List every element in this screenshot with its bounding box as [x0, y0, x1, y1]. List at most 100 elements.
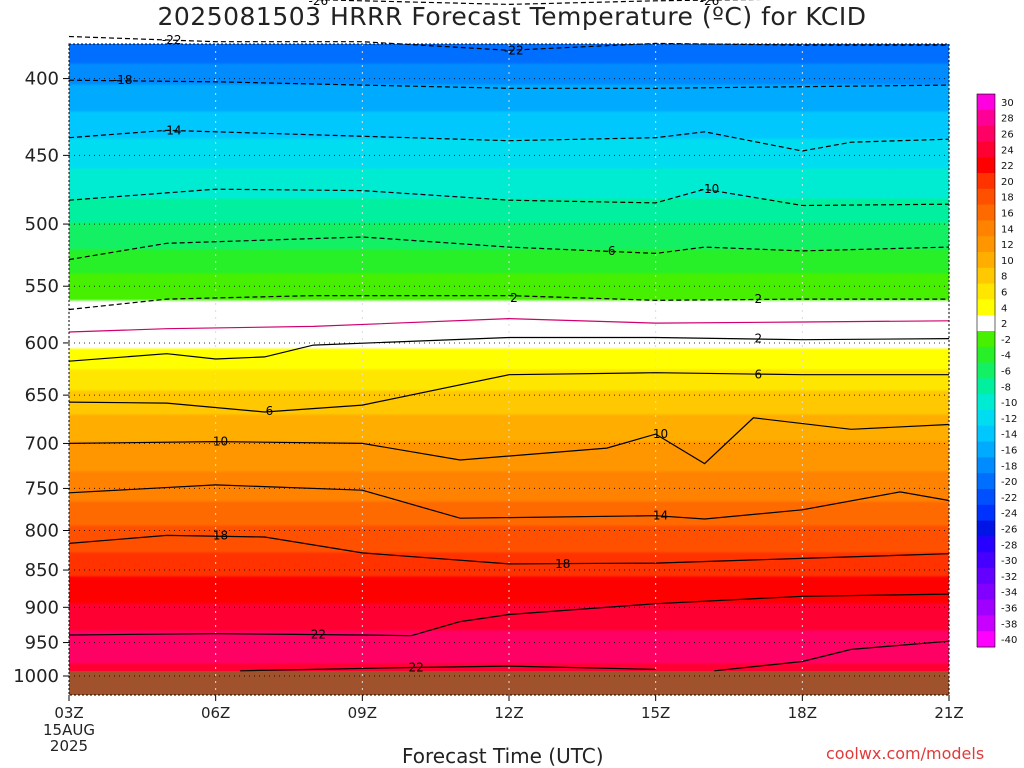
colorbar-swatch — [977, 362, 995, 379]
y-tick-label: 450 — [25, 145, 59, 166]
colorbar-label: 18 — [1001, 193, 1014, 204]
contour-label: 10 — [213, 435, 228, 449]
contour-label: 6 — [608, 244, 616, 258]
x-date-label: 2025 — [50, 737, 88, 755]
x-tick-label: 09Z — [348, 704, 377, 722]
colorbar-label: -16 — [1001, 446, 1017, 457]
colorbar-swatch — [977, 173, 995, 190]
x-tick-label: 18Z — [788, 704, 817, 722]
contour-line — [68, 188, 950, 207]
colorbar-label: 8 — [1001, 272, 1007, 283]
colorbar-swatch — [977, 236, 995, 253]
colorbar-label: -18 — [1001, 461, 1017, 472]
contour-label: 18 — [555, 557, 570, 571]
contour-label: 22 — [311, 627, 326, 641]
x-tick-label: 21Z — [934, 704, 963, 722]
y-tick-label: 850 — [25, 560, 59, 581]
colorbar-swatch — [977, 473, 995, 490]
contour-line — [68, 79, 950, 89]
colorbar-label: -36 — [1001, 604, 1017, 615]
colorbar-swatch — [977, 631, 995, 648]
plot-background — [69, 44, 949, 671]
y-tick-label: 750 — [25, 478, 59, 499]
credit-link[interactable]: coolwx.com/models — [826, 744, 985, 763]
contour-line — [240, 665, 656, 672]
colorbar-swatch — [977, 204, 995, 221]
colorbar-swatch — [977, 315, 995, 332]
colorbar-label: -32 — [1001, 572, 1017, 583]
colorbar-label: 2 — [1001, 319, 1007, 330]
y-axis: 2503003504004505005506006507007508008509… — [13, 0, 69, 687]
plot-border — [68, 43, 950, 696]
contour-label: 18 — [213, 528, 228, 542]
y-tick-label: 900 — [25, 597, 59, 618]
colorbar-swatch — [977, 441, 995, 458]
colorbar-swatch — [977, 552, 995, 569]
colorbar-label: -14 — [1001, 430, 1017, 441]
colorbar-border — [976, 93, 996, 648]
colorbar-swatch — [977, 267, 995, 285]
contour-line — [68, 593, 950, 637]
colorbar-swatch — [977, 599, 995, 616]
colorbar-label: 10 — [1001, 256, 1014, 267]
y-tick-label: 700 — [25, 433, 59, 454]
y-tick-label: 550 — [25, 276, 59, 297]
colorbar-label: 22 — [1001, 161, 1014, 172]
gridlines — [68, 44, 950, 695]
contour-label: 2 — [755, 332, 763, 346]
colorbar-label: -12 — [1001, 414, 1017, 425]
colorbar-swatch — [977, 536, 995, 553]
colorbar-label: -22 — [1001, 493, 1017, 504]
contour-label: 10 — [653, 427, 668, 441]
x-tick-label: 03Z — [54, 704, 83, 722]
colorbar-label: -2 — [1001, 335, 1011, 346]
contour-label: -26 — [309, 0, 329, 8]
contour-line — [68, 336, 950, 362]
contour-line — [68, 295, 949, 311]
colorbar-swatch — [977, 283, 995, 300]
chart-title: 2025081503 HRRR Forecast Temperature (ºC… — [157, 2, 867, 31]
colorbar-swatch — [977, 410, 995, 427]
colorbar-swatch — [977, 157, 995, 174]
contour-label: 2 — [755, 292, 763, 306]
colorbar-swatch — [977, 299, 995, 316]
colorbar-swatch — [977, 220, 995, 237]
contour-line — [68, 35, 949, 51]
colorbar-swatch — [977, 489, 995, 506]
colorbar-swatch — [977, 615, 995, 632]
colorbar-label: -8 — [1001, 382, 1011, 393]
colorbar: 30 28 26 24 22 20 18 16 14 12 10 8 6 4 2 -2 -4 -6 -8 -10 -12… — [976, 93, 1017, 648]
contour-label: 22 — [408, 660, 423, 674]
y-tick-label: 400 — [25, 69, 59, 90]
colorbar-swatch — [977, 188, 995, 206]
y-tick-label: 1000 — [13, 666, 59, 687]
contour-label: 14 — [653, 509, 668, 523]
plot-frame — [68, 43, 950, 696]
colorbar-label: 12 — [1001, 240, 1014, 251]
colorbar-swatch — [977, 394, 995, 411]
colorbar-label: 20 — [1001, 177, 1014, 188]
y-tick-label: 350 — [25, 0, 59, 3]
contour-label: 6 — [266, 404, 274, 418]
colorbar-swatch — [977, 504, 995, 522]
colorbar-label: 6 — [1001, 288, 1007, 299]
colorbar-label: -38 — [1001, 619, 1017, 630]
contour-line — [68, 236, 950, 261]
colorbar-swatch — [977, 94, 995, 111]
colorbar-label: -6 — [1001, 367, 1011, 378]
colorbar-swatch — [977, 125, 995, 142]
colorbar-label: -30 — [1001, 556, 1017, 567]
colorbar-label: 28 — [1001, 114, 1014, 125]
contour-line — [68, 129, 950, 152]
colorbar-swatch — [977, 252, 995, 269]
colorbar-label: 16 — [1001, 209, 1014, 220]
colorbar-swatch — [977, 583, 995, 601]
contour-label: -14 — [162, 123, 182, 137]
colorbar-swatch — [977, 378, 995, 395]
colorbar-label: -34 — [1001, 588, 1017, 599]
temperature-field — [69, 44, 949, 671]
contour-label: 6 — [755, 368, 763, 382]
y-tick-label: 950 — [25, 633, 59, 654]
y-tick-label: 650 — [25, 385, 59, 406]
